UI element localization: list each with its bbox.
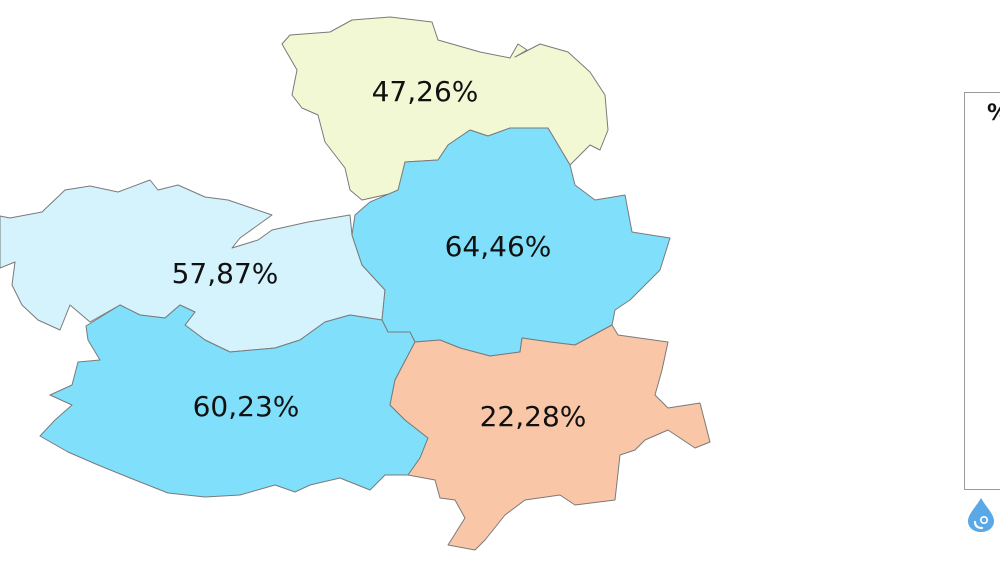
region-label-southeast: 22,28% bbox=[480, 400, 587, 433]
region-label-north: 47,26% bbox=[372, 75, 479, 108]
legend-title: % bbox=[987, 101, 1000, 126]
region-label-west: 57,87% bbox=[172, 257, 279, 290]
region-label-center: 64,46% bbox=[445, 230, 552, 263]
water-drop-icon bbox=[968, 498, 994, 532]
legend-box: % bbox=[964, 92, 1000, 490]
region-southeast[interactable] bbox=[389, 324, 711, 551]
region-label-southwest: 60,23% bbox=[193, 390, 300, 423]
